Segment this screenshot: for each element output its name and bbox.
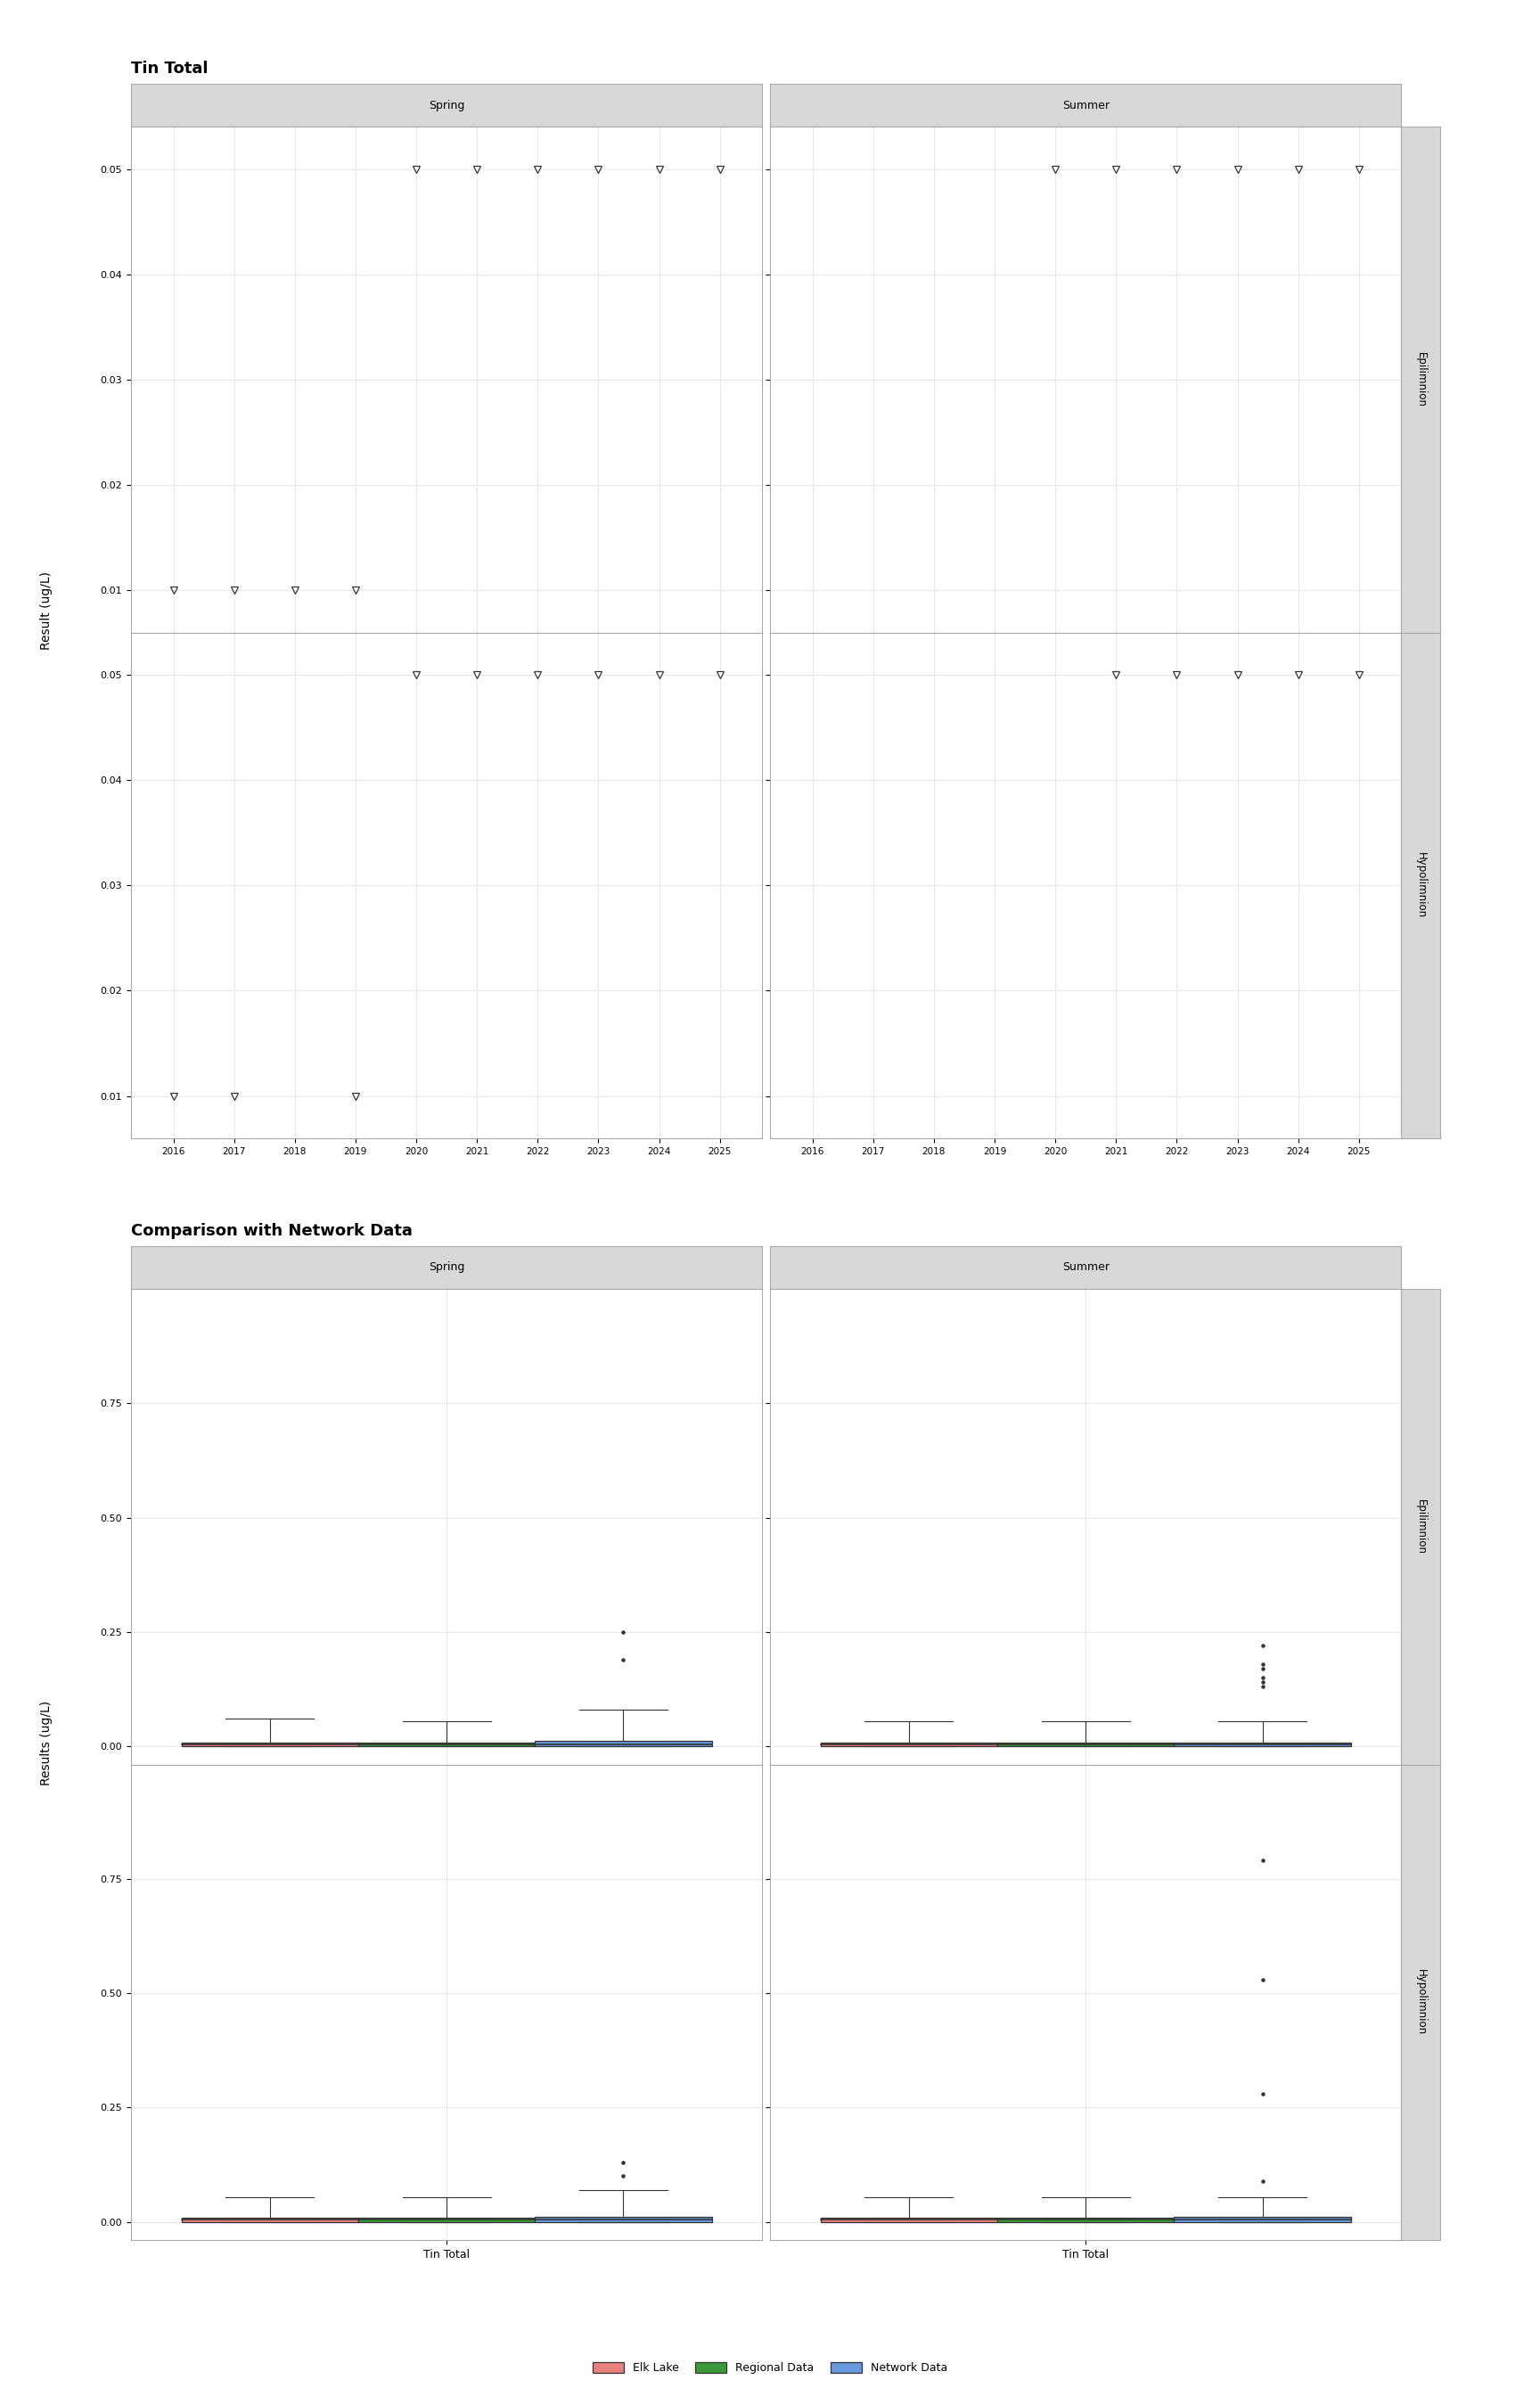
Text: Spring: Spring (428, 101, 465, 110)
Bar (182, 2219, 359, 2221)
Text: Hypolimnion: Hypolimnion (1415, 1970, 1426, 2037)
Bar (821, 1742, 998, 1747)
Text: Summer: Summer (1063, 1263, 1109, 1272)
Bar (1173, 2216, 1351, 2221)
Bar (359, 1742, 534, 1747)
Text: Tin Total: Tin Total (131, 60, 208, 77)
Bar (182, 1742, 359, 1747)
Text: Epilimnion: Epilimnion (1415, 352, 1426, 407)
Bar (998, 1742, 1173, 1747)
Text: Comparison with Network Data: Comparison with Network Data (131, 1222, 413, 1239)
Bar (821, 2219, 998, 2221)
Bar (534, 2216, 711, 2221)
Text: Summer: Summer (1063, 101, 1109, 110)
Bar (534, 1742, 711, 1747)
Text: Hypolimnion: Hypolimnion (1415, 853, 1426, 918)
Text: Results (ug/L): Results (ug/L) (40, 1701, 52, 1785)
Bar (1173, 1742, 1351, 1747)
Bar (998, 2219, 1173, 2221)
Text: Epilimnion: Epilimnion (1415, 1500, 1426, 1555)
Legend: Elk Lake, Regional Data, Network Data: Elk Lake, Regional Data, Network Data (588, 2358, 952, 2379)
Bar (359, 2219, 534, 2221)
Text: Result (ug/L): Result (ug/L) (40, 573, 52, 649)
Text: Spring: Spring (428, 1263, 465, 1272)
